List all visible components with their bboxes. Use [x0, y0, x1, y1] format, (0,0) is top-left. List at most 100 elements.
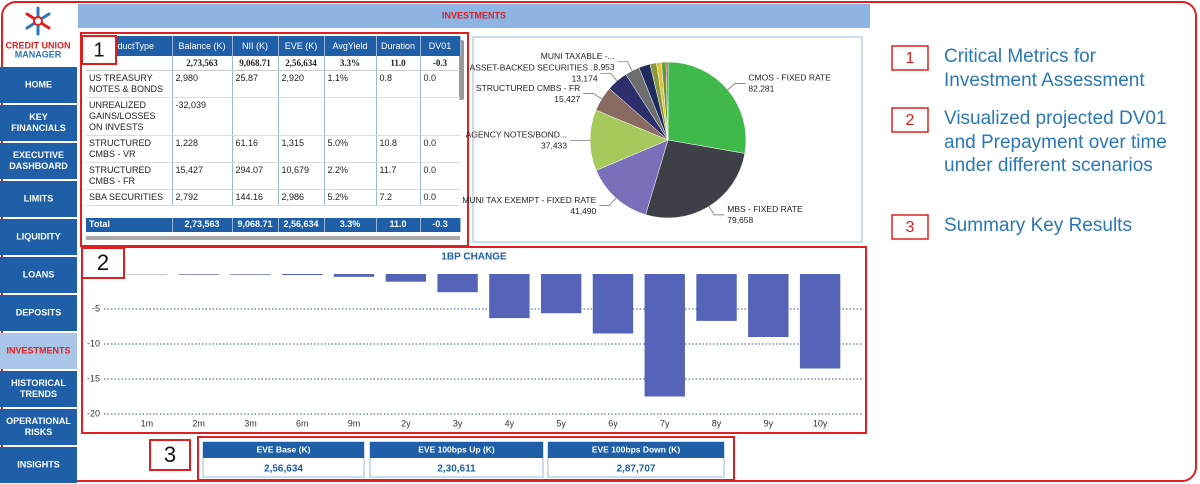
table-cell: AvgYield	[324, 36, 377, 56]
h-scrollbar[interactable]	[86, 236, 460, 240]
bar	[696, 274, 737, 321]
bar	[540, 274, 582, 314]
table-row: Total 2,73,563 9,068.71 2,56,634 3.3% 11.0 -0.…	[86, 218, 461, 232]
nav-label[interactable]: LIQUIDITY	[16, 231, 61, 241]
header-title: INVESTMENTS	[442, 10, 506, 20]
table-cell: 3.3%	[324, 56, 377, 71]
nav-label[interactable]: EXECUTIVE DASHBOARD	[9, 150, 68, 171]
table-cell: UNREALIZED GAINS/LOSSES ON INVESTS	[86, 97, 173, 136]
table-cell: 1,315	[278, 135, 325, 163]
table-cell: ProductType	[86, 36, 173, 56]
x-tick-label: 2m	[192, 418, 205, 428]
metrics-table: ProductType Balance (K) NII (K) EVE (K) AvgY…	[86, 36, 461, 232]
leader-line	[600, 72, 618, 82]
nav-button[interactable]	[0, 295, 77, 331]
table-cell	[86, 56, 173, 71]
x-tick-label: 5y	[556, 418, 566, 428]
table-cell	[232, 97, 279, 136]
pie-slice	[595, 139, 669, 216]
y-tick-label: -10	[87, 338, 100, 348]
table-cell: 15,427	[172, 162, 233, 190]
x-tick-label: 4y	[505, 418, 515, 428]
bar	[178, 274, 219, 275]
nav-button[interactable]	[0, 181, 77, 217]
table-cell: SBA SECURITIES	[86, 189, 173, 206]
leader-line	[599, 197, 617, 206]
pie-label: MBS - FIXED RATE	[727, 204, 803, 214]
nav-label[interactable]: HOME	[25, 79, 52, 89]
table-cell: 10,679	[278, 162, 325, 190]
bar	[644, 274, 685, 397]
pie-value: 82,281	[748, 84, 774, 94]
table-cell: STRUCTURED CMBS - VR	[86, 135, 173, 163]
nav-label[interactable]: LIMITS	[24, 193, 54, 203]
table-row: 2,73,563 9,068.71 2,56,634 3.3% 11.0 -0.3	[86, 56, 460, 71]
nav-label[interactable]: INSIGHTS	[17, 459, 60, 469]
table-cell: 5.0%	[324, 135, 377, 163]
y-tick-label: -5	[92, 303, 100, 313]
pie-label: MUNI TAXABLE -...	[541, 51, 615, 61]
header-bar	[78, 4, 870, 28]
nav-button[interactable]	[0, 371, 77, 407]
y-tick-label: -15	[87, 373, 100, 383]
leader-line	[583, 93, 602, 100]
nav-button[interactable]	[0, 219, 77, 255]
table-cell: 9,068.71	[232, 56, 279, 71]
bar	[489, 274, 530, 319]
logo-line2: MANAGER	[15, 49, 62, 59]
table-cell: 25.87	[232, 70, 279, 98]
table-cell	[420, 97, 460, 136]
table-cell: 2.2%	[324, 162, 377, 190]
table-cell: -0.3	[420, 218, 461, 232]
table-cell: 2,920	[278, 70, 325, 98]
bar	[799, 274, 841, 369]
pie-label: STRUCTURED CMBS - FR	[476, 83, 580, 93]
table-cell: EVE (K)	[278, 36, 325, 56]
nav-label[interactable]: OPERATIONAL RISKS	[6, 416, 71, 437]
nav-label[interactable]: LOANS	[23, 269, 55, 279]
table-cell: 2,73,563	[172, 218, 233, 232]
nav-button[interactable]	[0, 409, 77, 445]
nav-label[interactable]: HISTORICAL TRENDS	[11, 378, 66, 399]
kpi-frame	[197, 436, 735, 481]
leader-line	[708, 206, 725, 216]
x-tick-label: 9m	[348, 418, 361, 428]
nav-label[interactable]: DEPOSITS	[16, 307, 62, 317]
table-cell	[278, 97, 325, 136]
table-row: STRUCTURED CMBS - VR 1,228 61.16 1,315 5.0% 1…	[86, 135, 460, 163]
x-tick-label: 1m	[141, 418, 154, 428]
bar	[230, 274, 271, 275]
table-cell: 2,980	[172, 70, 233, 98]
scrollbar[interactable]	[459, 40, 464, 100]
nav-button[interactable]	[0, 447, 77, 483]
pie-label: CMOS - FIXED RATE	[748, 73, 831, 83]
leader-line	[617, 61, 633, 71]
table-cell: 0.8	[376, 70, 421, 98]
nav-label[interactable]: KEY FINANCIALS	[11, 112, 66, 133]
table-cell: Balance (K)	[172, 36, 233, 56]
table-cell	[376, 97, 421, 136]
nav-button[interactable]	[0, 333, 77, 369]
nav-button[interactable]	[0, 67, 77, 103]
x-tick-label: 7y	[660, 418, 670, 428]
nav-button[interactable]	[0, 105, 77, 141]
table-cell: 2,73,563	[172, 56, 233, 71]
nav-button[interactable]	[0, 257, 77, 293]
y-tick-label: -20	[87, 408, 100, 418]
kpi-label: EVE 100bps Down (K)	[592, 444, 680, 454]
kpi-header	[203, 442, 364, 458]
nav-button[interactable]	[0, 143, 77, 179]
table-body: 2,73,563 9,068.71 2,56,634 3.3% 11.0 -0.3 US T…	[86, 56, 460, 218]
x-tick-label: 3y	[453, 418, 463, 428]
x-tick-label: 6m	[296, 418, 309, 428]
pie-label: MUNI TAX EXEMPT - FIXED RATE	[462, 195, 596, 205]
nav-label[interactable]: INVESTMENTS	[6, 345, 70, 355]
note-text: Critical Metrics for Investment Assessme…	[944, 46, 1145, 91]
table-cell: US TREASURY NOTES & BONDS	[86, 70, 173, 98]
table-cell: -0.3	[420, 56, 460, 71]
x-tick-label: 6y	[608, 418, 618, 428]
table-cell: 11.0	[376, 56, 421, 71]
bar	[437, 274, 478, 293]
